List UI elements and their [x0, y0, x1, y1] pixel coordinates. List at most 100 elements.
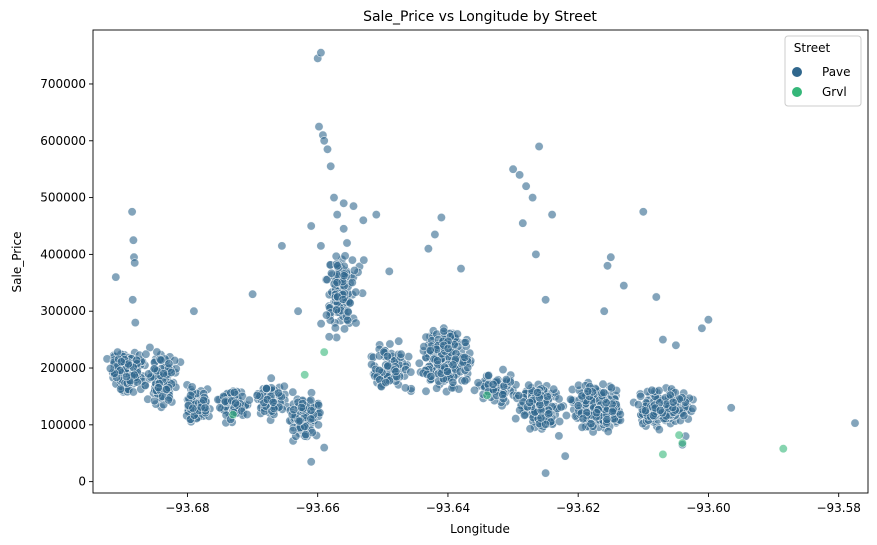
legend-box: [784, 35, 862, 107]
data-point-pave: [313, 420, 323, 430]
points-layer: [102, 48, 860, 478]
data-point-pave: [316, 319, 326, 329]
data-point-pave: [132, 355, 142, 365]
data-point-pave: [391, 367, 401, 377]
data-point-grvl: [300, 370, 310, 380]
data-point-pave: [316, 241, 326, 251]
data-point-pave: [186, 390, 196, 400]
data-point-pave: [381, 377, 391, 387]
data-point-pave: [301, 430, 311, 440]
data-point-pave: [521, 181, 531, 191]
data-point-pave: [850, 418, 860, 428]
data-point-pave: [261, 384, 271, 394]
data-point-pave: [599, 388, 609, 398]
x-tick-label: −93.60: [686, 501, 730, 515]
data-point-pave: [603, 426, 613, 436]
data-point-pave: [189, 306, 199, 316]
data-point-pave: [339, 224, 349, 234]
data-point-pave: [469, 385, 479, 395]
data-point-pave: [423, 244, 433, 254]
data-point-pave: [384, 266, 394, 276]
data-point-pave: [342, 238, 352, 248]
data-point-pave: [288, 425, 298, 435]
data-point-pave: [358, 215, 368, 225]
data-point-pave: [498, 365, 508, 375]
data-point-pave: [385, 339, 395, 349]
data-point-pave: [421, 386, 431, 396]
data-point-pave: [615, 409, 625, 419]
data-point-pave: [145, 342, 155, 352]
data-point-pave: [164, 359, 174, 369]
data-point-pave: [319, 443, 329, 453]
legend: Street Pave Grvl: [784, 35, 862, 107]
data-point-pave: [332, 305, 342, 315]
data-point-pave: [332, 210, 342, 220]
data-point-pave: [541, 295, 551, 305]
data-point-pave: [339, 324, 349, 334]
data-point-grvl: [677, 438, 687, 448]
data-point-pave: [351, 287, 361, 297]
data-point-pave: [339, 271, 349, 281]
data-point-pave: [456, 264, 466, 274]
data-point-pave: [679, 411, 689, 421]
data-point-grvl: [319, 347, 329, 357]
data-point-pave: [314, 122, 324, 132]
data-point-pave: [638, 207, 648, 217]
x-axis-label: Longitude: [450, 522, 510, 536]
data-point-pave: [306, 221, 316, 231]
data-point-pave: [332, 277, 342, 287]
data-point-pave: [525, 397, 535, 407]
data-point-pave: [519, 410, 529, 420]
plot-frame: [92, 29, 869, 494]
data-point-pave: [187, 382, 197, 392]
data-point-pave: [544, 409, 554, 419]
x-tick-label: −93.58: [816, 501, 860, 515]
y-tick-label: 600000: [40, 134, 86, 148]
data-point-pave: [296, 402, 306, 412]
data-point-pave: [345, 298, 355, 308]
y-axis-label: Sale_Price: [10, 232, 24, 293]
data-point-pave: [127, 207, 137, 217]
data-point-pave: [414, 358, 424, 368]
data-point-grvl: [658, 449, 668, 459]
legend-label-pave: Pave: [822, 65, 851, 79]
data-point-pave: [460, 337, 470, 347]
data-point-pave: [514, 391, 524, 401]
x-tick-label: −93.68: [165, 501, 209, 515]
y-tick-label: 0: [78, 475, 86, 489]
data-point-pave: [252, 390, 262, 400]
data-point-pave: [658, 335, 668, 345]
data-point-pave: [306, 414, 316, 424]
data-point-pave: [442, 366, 452, 376]
data-point-pave: [547, 210, 557, 220]
data-point-pave: [319, 136, 329, 146]
data-point-pave: [536, 413, 546, 423]
data-point-pave: [277, 241, 287, 251]
data-point-pave: [349, 265, 359, 275]
data-point-grvl: [482, 390, 492, 400]
data-point-pave: [599, 306, 609, 316]
data-point-pave: [166, 367, 176, 377]
data-point-pave: [371, 210, 381, 220]
data-point-pave: [524, 380, 534, 390]
data-point-pave: [534, 142, 544, 152]
data-point-pave: [651, 292, 661, 302]
legend-label-grvl: Grvl: [822, 85, 847, 99]
data-point-pave: [404, 352, 414, 362]
data-point-pave: [560, 451, 570, 461]
data-point-pave: [598, 379, 608, 389]
data-point-pave: [351, 318, 361, 328]
data-point-pave: [306, 395, 316, 405]
data-point-pave: [105, 363, 115, 373]
data-point-pave: [273, 388, 283, 398]
y-tick-label: 100000: [40, 418, 86, 432]
data-point-pave: [188, 403, 198, 413]
data-point-pave: [430, 230, 440, 240]
data-point-pave: [426, 371, 436, 381]
data-point-pave: [153, 383, 163, 393]
data-point-pave: [498, 390, 508, 400]
data-point-pave: [578, 414, 588, 424]
data-point-pave: [396, 349, 406, 359]
data-point-pave: [244, 395, 254, 405]
